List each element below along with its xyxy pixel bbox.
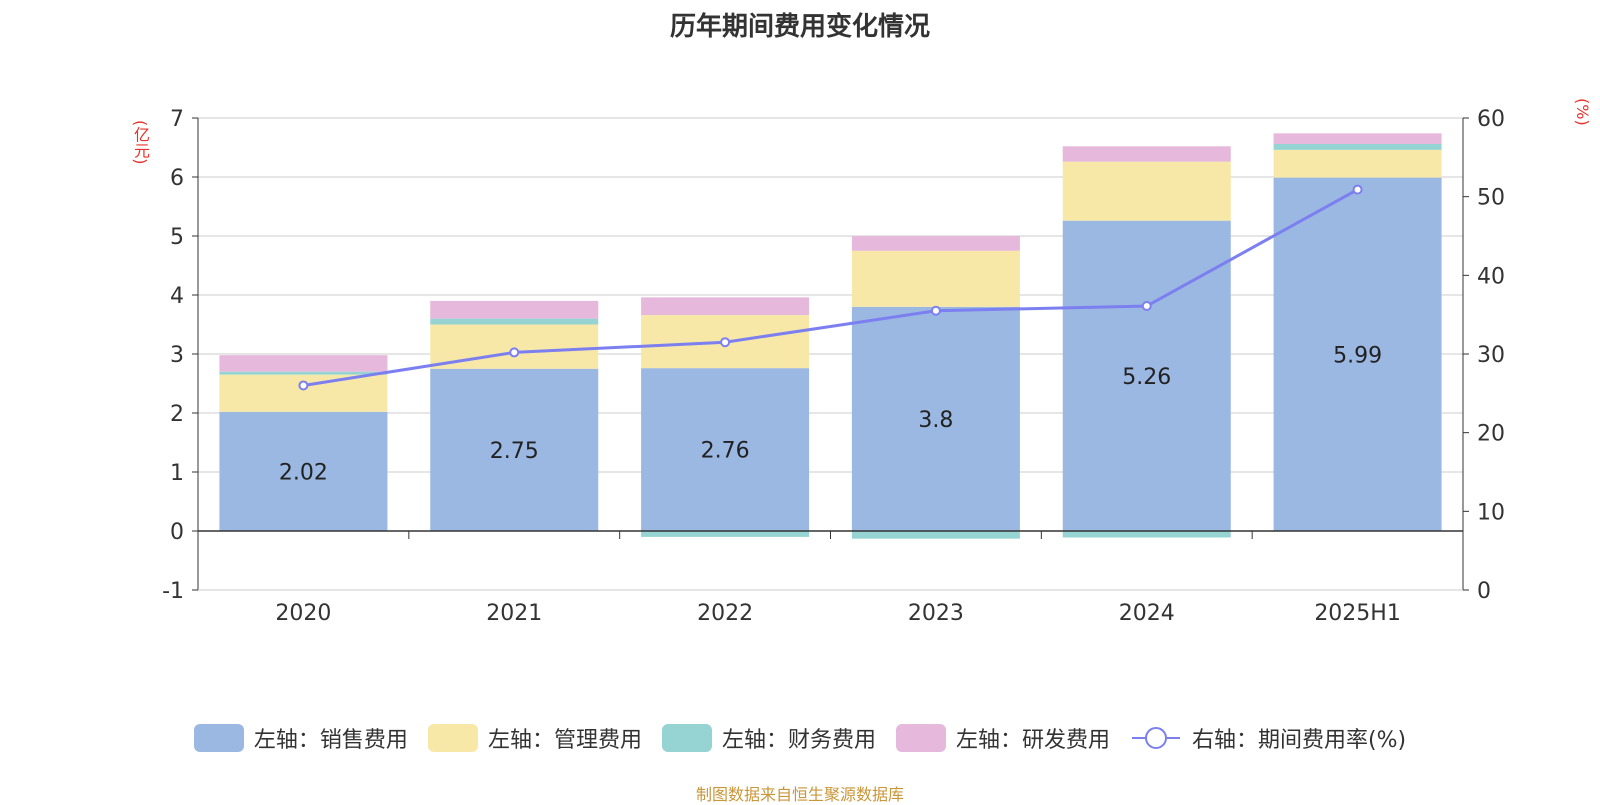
left-axis-tick-label: 6 [170, 166, 184, 191]
bar-2-2020 [219, 374, 388, 412]
bar-1-2025H1 [1273, 177, 1442, 531]
bar-data-label: 5.26 [1122, 365, 1171, 390]
bar-1-2021 [430, 368, 599, 531]
bar-3-2025H1 [1273, 143, 1442, 150]
bar-4-2020 [219, 355, 388, 372]
x-axis-tick-label: 2020 [275, 601, 331, 626]
left-axis-tick-label: 1 [170, 461, 184, 486]
bar-4-2023 [851, 236, 1020, 251]
bar-3-2020 [219, 371, 388, 375]
legend-item-rd[interactable]: 左轴：研发费用 [895, 722, 1110, 754]
bar-1-2020 [219, 411, 388, 531]
legend-swatch-admin [427, 724, 478, 752]
legend-line-marker-icon [1131, 727, 1180, 749]
rate-point [1141, 301, 1152, 312]
left-axis-tick-label: 7 [170, 107, 184, 132]
rate-line [303, 188, 1359, 387]
bar-1-2022 [641, 368, 810, 531]
left-axis-tick-label: 0 [170, 520, 184, 545]
legend-label-rate: 右轴：期间费用率(%) [1191, 728, 1407, 753]
bar-4-2022 [641, 297, 810, 316]
left-axis-tick-label: 2 [170, 402, 184, 427]
bar-3-2024 [1062, 531, 1231, 538]
bar-data-label: 2.02 [279, 460, 328, 485]
source-note: 制图数据来自恒生聚源数据库 [695, 785, 904, 804]
rate-point [509, 347, 520, 358]
legend-label-admin: 左轴：管理费用 [487, 728, 642, 753]
right-axis-unit: (%) [1573, 98, 1592, 126]
legend-label-finance: 左轴：财务费用 [721, 728, 876, 753]
right-axis-tick-label: 20 [1477, 422, 1505, 447]
left-axis-tick-label: 4 [170, 284, 184, 309]
rate-point [720, 337, 731, 348]
bar-4-2025H1 [1273, 133, 1442, 144]
legend-swatch-finance [661, 724, 712, 752]
x-axis-tick-label: 2024 [1119, 601, 1175, 626]
rate-point [1352, 184, 1363, 195]
chart-canvas: -1 0 1 2 3 4 5 6 7 0 10 20 30 40 50 60 2.02 2.75 2.76 3.8 5.… [162, 107, 1505, 626]
chart-title: 历年期间费用变化情况 [669, 12, 930, 42]
bar-4-2024 [1062, 146, 1231, 162]
legend-label-rd: 左轴：研发费用 [955, 728, 1110, 753]
left-axis-tick-label: 5 [170, 225, 184, 250]
legend-item-finance[interactable]: 左轴：财务费用 [661, 722, 876, 754]
bar-1-2023 [851, 306, 1020, 531]
right-axis-tick-label: 40 [1477, 264, 1505, 289]
legend-item-sales[interactable]: 左轴：销售费用 [193, 722, 408, 754]
x-axis-tick-label: 2022 [697, 601, 753, 626]
bar-2-2023 [851, 250, 1020, 307]
legend-item-admin[interactable]: 左轴：管理费用 [427, 722, 642, 754]
bar-1-2024 [1062, 220, 1231, 531]
bar-data-label: 2.76 [701, 439, 750, 464]
right-axis-tick-label: 10 [1477, 500, 1505, 525]
rate-point [930, 305, 941, 316]
right-axis-tick-label: 60 [1477, 107, 1505, 132]
legend-label-sales: 左轴：销售费用 [253, 728, 408, 753]
legend-swatch-sales [193, 724, 244, 752]
left-axis-tick-label: -1 [162, 579, 184, 604]
left-axis-tick-label: 3 [170, 343, 184, 368]
legend-swatch-rd [895, 724, 946, 752]
bar-3-2021 [430, 318, 599, 325]
x-axis-tick-label: 2023 [908, 601, 964, 626]
legend: 左轴：销售费用 左轴：管理费用 左轴：财务费用 左轴：研发费用 右轴：期间费用率… [0, 718, 1600, 758]
rate-point [298, 380, 309, 391]
bar-2-2024 [1062, 161, 1231, 221]
x-axis-tick-label: 2021 [486, 601, 542, 626]
bar-data-label: 5.99 [1333, 343, 1382, 368]
right-axis-tick-label: 50 [1477, 186, 1505, 211]
bar-3-2022 [641, 531, 810, 537]
left-axis-unit: (亿元) [131, 120, 150, 165]
legend-item-rate[interactable]: 右轴：期间费用率(%) [1130, 722, 1406, 754]
bar-2-2025H1 [1273, 149, 1442, 178]
right-axis-tick-label: 30 [1477, 343, 1505, 368]
bar-data-label: 2.75 [490, 439, 539, 464]
right-axis-tick-label: 0 [1477, 579, 1491, 604]
bar-4-2021 [430, 300, 599, 319]
bar-data-label: 3.8 [918, 408, 953, 433]
bar-3-2023 [851, 531, 1020, 539]
x-axis-tick-label: 2025H1 [1314, 601, 1401, 626]
